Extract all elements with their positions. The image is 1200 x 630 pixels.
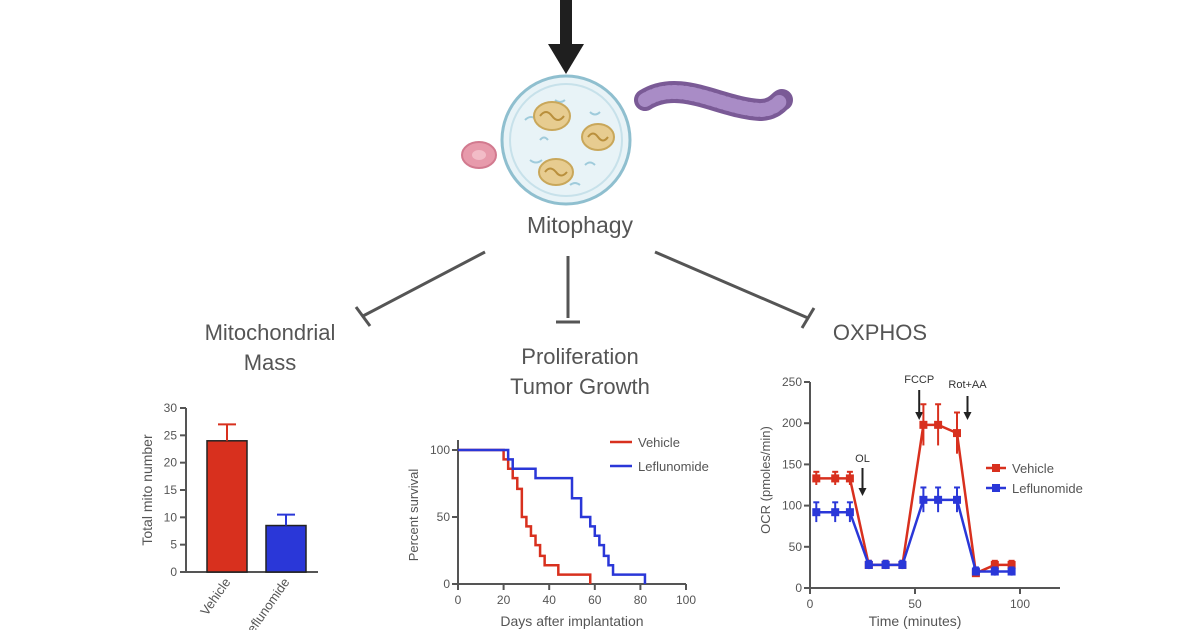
x-tick-label: 0	[455, 593, 462, 607]
data-point	[898, 560, 907, 569]
x-tick-label: Leflunomide	[240, 575, 293, 630]
data-point	[1007, 567, 1016, 576]
inhibition-arrow-mass	[354, 250, 486, 327]
y-tick-label: 10	[164, 510, 178, 524]
y-tick-label: 0	[795, 581, 802, 595]
y-tick-label: 20	[164, 456, 178, 470]
cell-illustration	[500, 74, 632, 206]
y-tick-label: 150	[782, 457, 802, 471]
data-point	[845, 508, 854, 517]
y-tick-label: 5	[170, 538, 177, 552]
survival-line	[458, 448, 647, 584]
x-axis-label: Days after implantation	[500, 613, 643, 629]
y-tick-label: 15	[164, 483, 178, 497]
legend-label: Leflunomide	[1012, 481, 1083, 496]
x-tick-label: 60	[588, 593, 602, 607]
mitophagy-label: Mitophagy	[526, 212, 634, 238]
data-point	[845, 474, 854, 483]
y-tick-label: 25	[164, 428, 178, 442]
ocr-line	[816, 498, 1012, 573]
y-axis-label: Total mito number	[139, 434, 155, 546]
legend-marker	[992, 464, 1000, 472]
x-tick-label: 80	[634, 593, 648, 607]
legend-label: Vehicle	[638, 435, 680, 450]
proliferation-label: Proliferation Tumor Growth	[510, 344, 650, 399]
injection-arrowhead	[915, 412, 924, 420]
data-point	[831, 474, 840, 483]
x-tick-label: 100	[676, 593, 696, 607]
legend-label: Vehicle	[1012, 461, 1054, 476]
x-tick-label: 0	[807, 597, 814, 611]
data-point	[953, 495, 961, 504]
y-tick-label: 0	[443, 577, 450, 591]
ocr-chart: 0 50 100 150 200 250 0 50 100 OL FCCP Rot+AA Vehi…	[758, 374, 1083, 629]
mitochondrion-icon	[533, 101, 571, 131]
red-blood-cell-illustration	[461, 141, 497, 169]
ocr-line	[816, 423, 1012, 575]
data-point	[919, 495, 928, 504]
mito-number-bar-chart: 0 5 10 15 20 25 30 Vehicle Leflunomide Total mi…	[139, 401, 318, 630]
x-axis-label: Time (minutes)	[869, 613, 962, 629]
input-arrow	[548, 0, 584, 74]
y-tick-label: 30	[164, 401, 178, 415]
data-point	[971, 567, 980, 576]
x-tick-label: 50	[908, 597, 922, 611]
y-tick-label: 200	[782, 416, 802, 430]
mitochondrion-icon	[538, 158, 574, 186]
mitochondrial-mass-label: Mitochondrial Mass	[204, 320, 336, 375]
data-point	[1007, 560, 1016, 569]
injection-arrowhead	[963, 412, 972, 420]
y-tick-label: 100	[782, 499, 802, 513]
injection-arrowhead	[858, 488, 867, 496]
injection-label: FCCP	[904, 374, 934, 386]
x-tick-label: 20	[497, 593, 511, 607]
inhibition-arrow-oxphos	[654, 250, 816, 329]
inhibition-arrow-proliferation	[556, 256, 580, 324]
data-point	[934, 420, 943, 429]
data-point	[881, 560, 890, 569]
parasite-illustration	[634, 81, 793, 122]
data-point	[953, 429, 961, 438]
injection-label: Rot+AA	[948, 379, 987, 391]
oxphos-label: OXPHOS	[832, 320, 928, 345]
data-point	[990, 567, 999, 576]
injection-label: OL	[855, 453, 870, 465]
data-point	[812, 508, 821, 517]
data-point	[812, 474, 821, 483]
y-axis-label: OCR (pmoles/min)	[758, 426, 773, 534]
x-tick-label: 40	[543, 593, 557, 607]
y-tick-label: 100	[430, 443, 450, 457]
data-point	[934, 495, 943, 504]
data-point	[990, 560, 999, 569]
bar	[265, 524, 307, 573]
y-tick-label: 50	[437, 510, 451, 524]
data-point	[864, 560, 873, 569]
data-point	[831, 508, 840, 517]
legend-marker	[992, 484, 1000, 492]
mitochondrion-icon	[581, 123, 615, 151]
y-tick-label: 50	[789, 540, 803, 554]
data-point	[919, 420, 928, 429]
legend-label: Leflunomide	[638, 459, 709, 474]
x-tick-label: Vehicle	[197, 575, 233, 618]
x-tick-label: 100	[1010, 597, 1030, 611]
survival-chart: 0 50 100 0 20 40 60 80 100 Vehicle Leflunomide P…	[406, 435, 709, 629]
y-tick-label: 0	[170, 565, 177, 579]
y-tick-label: 250	[782, 375, 802, 389]
survival-line	[458, 448, 592, 584]
bar	[206, 440, 248, 573]
y-axis-label: Percent survival	[406, 469, 421, 562]
